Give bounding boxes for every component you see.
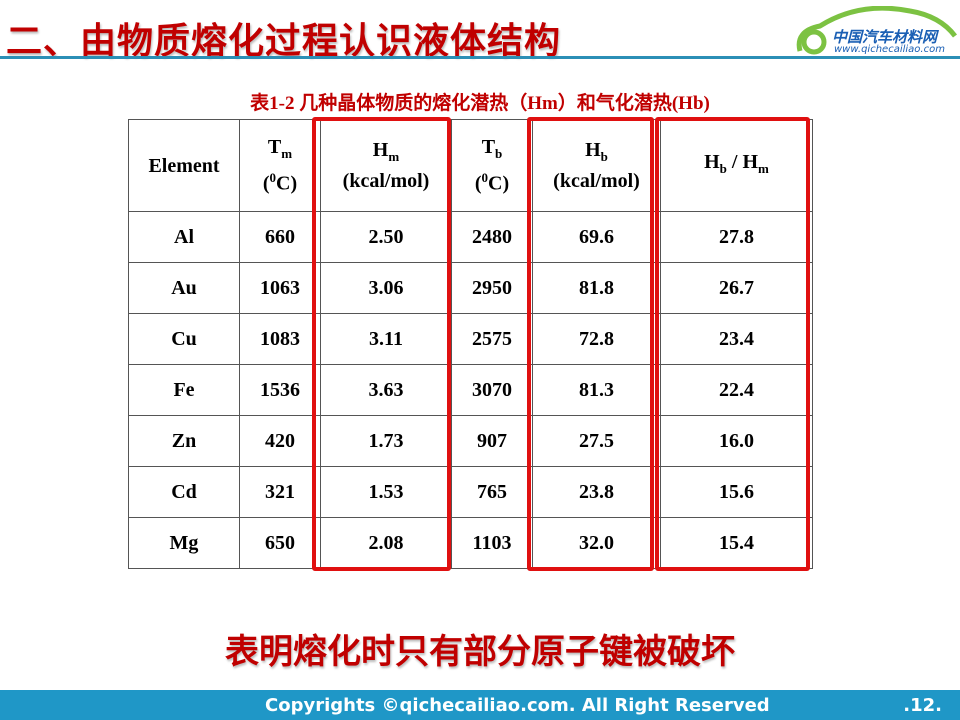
site-logo: 中国汽车材料网 www.qichecailiao.com [790,5,960,56]
latent-heat-table: Element Tm (0C) Hm (kcal/mol) Tb (0C) Hb (kc… [128,119,813,569]
header-sup: 0 [269,170,277,186]
table-cell: Zn [128,415,240,467]
table-cell: 1063 [239,262,321,314]
conclusion-text: 表明熔化时只有部分原子键被破坏 [225,632,735,672]
highlight-box-hb [527,117,654,571]
highlight-box-hm [312,117,451,571]
car-logo-icon [796,5,957,55]
table-cell: 69.6 [532,211,661,263]
table-cell: 27.8 [660,211,813,263]
footer-bar: Copyrights ©qichecailiao.com. All Right … [0,690,960,720]
header-tm: Tm (0C) [239,119,321,212]
table-cell: 15.4 [660,517,813,569]
header-sub: b [719,161,727,176]
table-cell: 2480 [451,211,533,263]
header-hb: Hb (kcal/mol) [532,119,661,212]
table-row: Cu 1083 3.11 2575 72.8 23.4 [128,313,813,365]
header-text: H [585,139,601,161]
table-cell: 765 [451,466,533,518]
table-cell: 2.50 [320,211,452,263]
table-cell: Cu [128,313,240,365]
header-sub: m [758,161,769,176]
table-cell: 420 [239,415,321,467]
table-cell: 81.8 [532,262,661,314]
header-sub: b [600,149,608,164]
header-sub: m [281,146,293,162]
table-row: Au 1063 3.06 2950 81.8 26.7 [128,262,813,314]
table-cell: 321 [239,466,321,518]
title-divider [0,56,960,59]
copyright-text: Copyrights ©qichecailiao.com. All Right … [265,695,770,716]
table-cell: Mg [128,517,240,569]
table-row: Cd 321 1.53 765 23.8 15.6 [128,466,813,518]
header-text: / H [726,151,759,173]
table-cell: 2575 [451,313,533,365]
logo-name: 中国汽车材料网 [832,28,938,46]
table-cell: Al [128,211,240,263]
table-cell: Au [128,262,240,314]
header-element: Element [128,119,240,212]
slide-title: 二、由物质熔化过程认识液体结构 [6,21,562,62]
page-number: .12. [903,695,942,716]
header-unit: C [276,172,291,195]
header-text: H [372,139,389,161]
header-unit: C [488,172,503,195]
header-sub: m [388,149,400,164]
header-text: Element [148,154,220,177]
table-row: Fe 1536 3.63 3070 81.3 22.4 [128,364,813,416]
logo-url: www.qichecailiao.com [834,44,945,55]
highlight-box-ratio [655,117,810,571]
header-ratio: Hb / Hm [660,119,813,212]
header-text: T [267,136,282,159]
table-cell: Fe [128,364,240,416]
header-text: T [481,136,496,159]
table-cell: 907 [451,415,533,467]
header-sup: 0 [481,170,489,186]
header-unit: (kcal/mol) [553,170,640,192]
table-caption: 表1-2 几种晶体物质的熔化潜热（Hm）和气化潜热(Hb) [250,93,710,114]
table-cell: 1.53 [320,466,452,518]
table-cell: 81.3 [532,364,661,416]
table-cell: 660 [239,211,321,263]
table-cell: 22.4 [660,364,813,416]
table-cell: 16.0 [660,415,813,467]
table-cell: 1083 [239,313,321,365]
table-cell: 3070 [451,364,533,416]
table-cell: 1536 [239,364,321,416]
table-cell: 1.73 [320,415,452,467]
header-unit: (kcal/mol) [342,170,430,192]
header-tb: Tb (0C) [451,119,533,212]
header-sub: b [495,146,503,162]
table-cell: 15.6 [660,466,813,518]
table-cell: 2.08 [320,517,452,569]
table-cell: 1103 [451,517,533,569]
table-cell: 2950 [451,262,533,314]
table-cell: 650 [239,517,321,569]
header-text: H [704,151,720,173]
table-row: Mg 650 2.08 1103 32.0 15.4 [128,517,813,569]
table-cell: 3.63 [320,364,452,416]
table-cell: Cd [128,466,240,518]
